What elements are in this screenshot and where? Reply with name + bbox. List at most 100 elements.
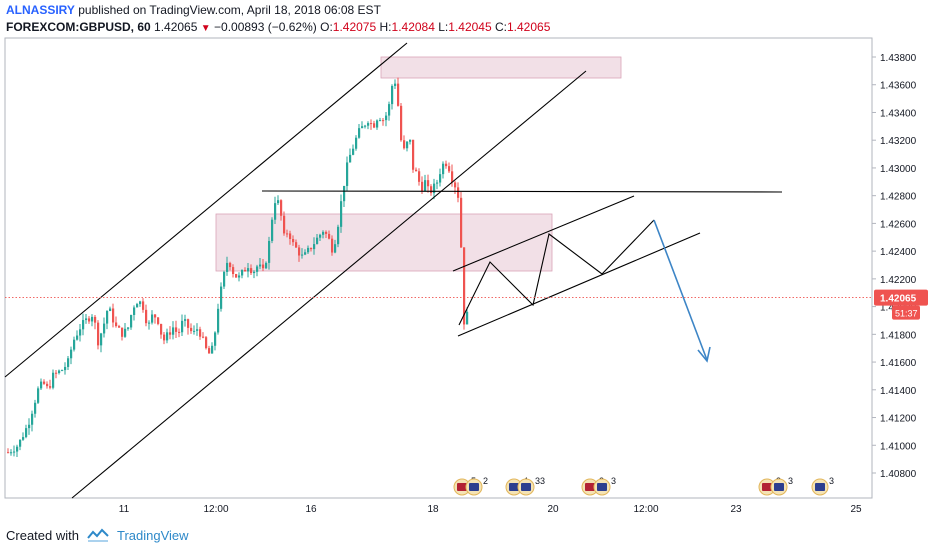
candle-body [247,268,250,272]
candle-body [175,327,178,332]
candle-body [259,264,262,267]
candle-body [442,163,445,175]
candle-body [226,262,229,272]
candle-body [298,247,301,256]
candle-body [196,329,199,331]
candle-body [283,215,286,234]
event-count-label: 3 [611,476,616,486]
candle-body [67,358,70,367]
x-tick-label: 16 [305,504,317,515]
candle-body [466,311,469,325]
candle-body [169,332,172,335]
candle-body [463,247,466,325]
candle-body [388,104,391,116]
candle-body [37,388,40,403]
candle-body [433,183,436,194]
y-tick-label: 1.41400 [880,386,917,397]
wedge-upper-line [452,195,635,272]
y-tick-label: 1.43800 [880,53,917,64]
candle-body [385,115,388,121]
footer: Created with TradingView [6,524,189,546]
candle-body [148,322,151,324]
candle-body [355,137,358,149]
y-tick-label: 1.42200 [880,275,917,286]
candle-body [253,271,256,274]
candle-body [364,125,367,127]
candle-body [361,126,364,129]
candle-body [241,269,244,276]
candle-body [58,370,61,373]
candle-body [190,327,193,332]
last-price-badge [874,289,928,306]
candle-body [376,120,379,128]
candle-body [280,200,283,216]
candle-body [10,452,13,454]
y-tick-label: 1.40800 [880,469,917,480]
candle-body [316,237,319,245]
high-value: 1.42084 [391,20,435,34]
x-tick-label: 20 [547,504,559,515]
candle-body [235,274,238,278]
candle-body [199,329,202,337]
candle-body [409,139,412,142]
candle-body [268,240,271,263]
candle-body [313,244,316,250]
candle-body [445,163,448,167]
candle-body [103,323,106,334]
candle-body [7,452,10,454]
candle-body [274,203,277,220]
candle-body [139,301,142,305]
candle-body [13,451,16,453]
candle-body [94,316,97,323]
candle-body [421,181,424,192]
low-value: 1.42045 [448,20,492,34]
candle-body [211,345,214,354]
candle-body [40,381,43,389]
y-tick-label: 1.43000 [880,164,917,175]
candle-body [286,233,289,235]
candle-body [448,166,451,172]
candle-body [295,242,298,248]
candle-body [406,141,409,149]
symbol-label[interactable]: FOREXCOM:GBPUSD, 60 [6,20,151,34]
close-value: 1.42065 [507,20,551,34]
x-tick-label: 23 [730,504,742,515]
flag-fill [521,483,531,491]
supply-zone [380,56,622,79]
author-link[interactable]: ALNASSIRY [6,3,75,17]
candle-body [346,162,349,186]
candle-body [331,238,334,253]
event-count-label: 2 [483,476,488,486]
y-tick-label: 1.42400 [880,247,917,258]
candle-body [229,262,232,268]
flag-fill [815,483,825,491]
candle-body [277,200,280,204]
candle-body [100,333,103,346]
candle-body [349,154,352,163]
candle-body [391,85,394,105]
tradingview-brand[interactable]: TradingView [116,527,189,543]
candle-body [121,327,124,337]
candle-body [79,329,82,336]
open-label: O: [320,20,333,34]
candle-body [43,381,46,384]
candle-body [436,182,439,184]
published-text: published on TradingView.com, April 18, … [78,3,381,17]
candle-body [373,123,376,128]
open-value: 1.42075 [332,20,377,34]
candle-body [394,83,397,86]
candle-body [325,231,328,234]
candle-body [379,120,382,122]
y-tick-label: 1.41800 [880,330,917,341]
candle-body [49,386,52,388]
y-tick-label: 1.43400 [880,108,917,119]
candle-body [25,428,28,438]
flag-fill [774,483,784,491]
candle-body [178,331,181,333]
projection-arrow-icon [697,346,711,363]
candle-body [202,336,205,338]
candle-body [133,307,136,316]
projected-zigzag-path [458,219,655,326]
candle-body [97,322,100,346]
